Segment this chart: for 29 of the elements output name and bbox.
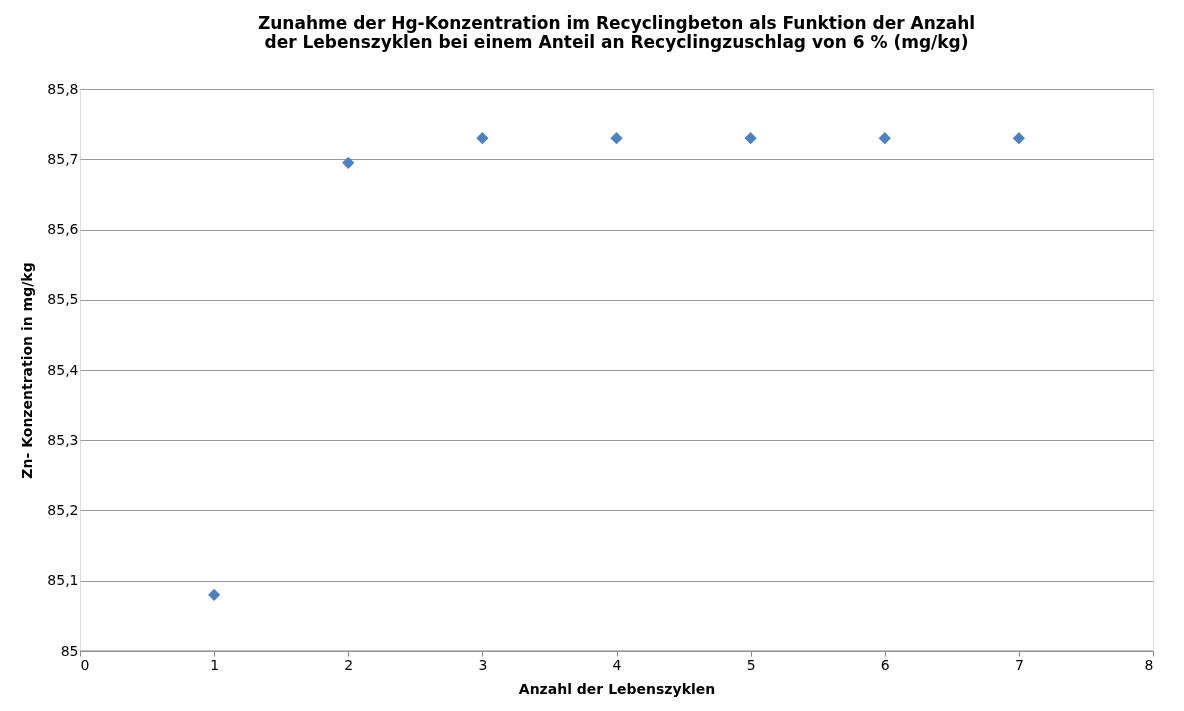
y-tick-label: 85,5	[47, 291, 79, 308]
y-tick-label: 85,6	[47, 221, 79, 237]
y-tick-label: 85,7	[47, 150, 79, 167]
point	[342, 156, 355, 169]
x-tick-label: 2	[344, 656, 354, 673]
point	[208, 588, 221, 601]
point	[1012, 132, 1025, 145]
x-tick-label: 5	[746, 656, 756, 673]
y-tick-label: 85	[60, 642, 79, 659]
x-axis-title: Anzahl der Lebenszyklen	[518, 680, 716, 697]
text: der Lebenszyklen bei einem Anteil an Recyclingzuschlag von 6 % (mg/kg)	[264, 32, 969, 52]
x-tick-label: 7	[1014, 656, 1024, 673]
y-tick-label: 85,8	[47, 80, 79, 97]
text: Zunahme der Hg-Konzentration im Recyclingbeton als Funktion der Anzahl	[257, 13, 976, 33]
x-tick-label: 1	[210, 656, 220, 673]
y-axis-title: Zn- Konzentration in mg/kg	[19, 262, 36, 479]
y-tick-label: 85,4	[47, 361, 79, 378]
point	[476, 132, 489, 145]
x-tick-label: 4	[612, 656, 622, 673]
x-tick-label: 8	[1144, 656, 1154, 673]
y-tick-label: 85,2	[47, 502, 79, 518]
point	[878, 132, 891, 145]
x-tick-label: 6	[880, 656, 890, 673]
point	[610, 132, 623, 145]
x-tick-label: 0	[80, 656, 90, 673]
y-tick-label: 85,3	[47, 431, 79, 448]
x-tick-label: 3	[478, 656, 488, 673]
y-tick-label: 85,1	[47, 572, 79, 589]
point	[744, 132, 757, 145]
